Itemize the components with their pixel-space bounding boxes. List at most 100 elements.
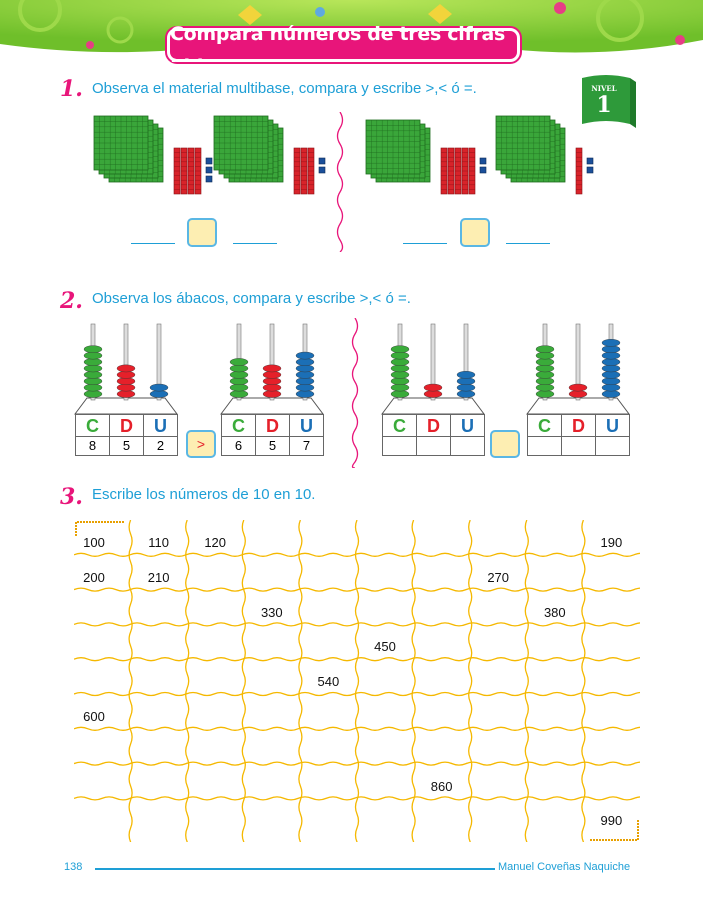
- grid-cell-empty[interactable]: [414, 744, 470, 762]
- grid-cell-empty[interactable]: [527, 639, 583, 657]
- grid-cell-empty[interactable]: [131, 674, 187, 692]
- comparison-sign-2[interactable]: [490, 430, 520, 458]
- question3-text: Escribe los números de 10 en 10.: [92, 486, 316, 503]
- unit-cube: [205, 166, 213, 174]
- grid-cell-empty[interactable]: [131, 709, 187, 727]
- grid-cell-empty[interactable]: [470, 709, 526, 727]
- unit-cube: [479, 157, 487, 165]
- grid-cell-empty[interactable]: [187, 813, 243, 831]
- grid-cell-empty[interactable]: [414, 605, 470, 623]
- grid-cell-empty[interactable]: [357, 605, 413, 623]
- grid-cell-empty[interactable]: [527, 674, 583, 692]
- abacus-bead: [229, 358, 249, 366]
- grid-cell-empty[interactable]: [357, 744, 413, 762]
- grid-cell-empty[interactable]: [300, 570, 356, 588]
- grid-cell-empty[interactable]: [300, 639, 356, 657]
- grid-cell-empty[interactable]: [300, 709, 356, 727]
- grid-cell-empty[interactable]: [583, 779, 639, 797]
- value-d[interactable]: [561, 436, 596, 456]
- answer-blank[interactable]: [403, 243, 447, 244]
- grid-cell-empty[interactable]: [300, 535, 356, 553]
- grid-cell-empty[interactable]: [414, 674, 470, 692]
- answer-blank[interactable]: [506, 243, 550, 244]
- value-u[interactable]: [450, 436, 485, 456]
- grid-cell-empty[interactable]: [131, 779, 187, 797]
- grid-cell-empty[interactable]: [414, 570, 470, 588]
- grid-cell-empty[interactable]: [244, 535, 300, 553]
- grid-cell-empty[interactable]: [357, 779, 413, 797]
- grid-cell-empty[interactable]: [187, 605, 243, 623]
- grid-cell-empty[interactable]: [527, 535, 583, 553]
- grid-cell-empty[interactable]: [583, 605, 639, 623]
- grid-cell-empty[interactable]: [244, 674, 300, 692]
- grid-cell-empty[interactable]: [187, 570, 243, 588]
- grid-cell-empty[interactable]: [66, 605, 122, 623]
- grid-cell-empty[interactable]: [470, 674, 526, 692]
- grid-cell-empty[interactable]: [244, 813, 300, 831]
- grid-cell-empty[interactable]: [583, 709, 639, 727]
- grid-cell-empty[interactable]: [357, 709, 413, 727]
- grid-cell-empty[interactable]: [357, 570, 413, 588]
- grid-cell-empty[interactable]: [470, 744, 526, 762]
- grid-cell-empty[interactable]: [66, 744, 122, 762]
- grid-cell-empty[interactable]: [583, 570, 639, 588]
- grid-col-line: [468, 520, 473, 842]
- grid-cell-empty[interactable]: [357, 674, 413, 692]
- answer-blank[interactable]: [233, 243, 277, 244]
- value-c[interactable]: [382, 436, 417, 456]
- value-c[interactable]: [527, 436, 562, 456]
- grid-cell-empty[interactable]: [244, 639, 300, 657]
- grid-cell-empty[interactable]: [187, 639, 243, 657]
- grid-cell-empty[interactable]: [527, 779, 583, 797]
- grid-cell-empty[interactable]: [66, 813, 122, 831]
- grid-cell-empty[interactable]: [470, 535, 526, 553]
- grid-cell-empty[interactable]: [131, 744, 187, 762]
- grid-cell-empty[interactable]: [244, 570, 300, 588]
- grid-cell-empty[interactable]: [527, 744, 583, 762]
- grid-cell-empty[interactable]: [470, 813, 526, 831]
- grid-cell-empty[interactable]: [244, 709, 300, 727]
- grid-cell-empty[interactable]: [527, 709, 583, 727]
- grid-cell-empty[interactable]: [414, 813, 470, 831]
- grid-cell-empty[interactable]: [131, 639, 187, 657]
- grid-cell-empty[interactable]: [583, 639, 639, 657]
- grid-cell-empty[interactable]: [187, 709, 243, 727]
- grid-cell-empty[interactable]: [300, 605, 356, 623]
- abacus-bead: [83, 358, 103, 366]
- grid-cell-empty[interactable]: [66, 779, 122, 797]
- grid-cell-empty[interactable]: [66, 639, 122, 657]
- grid-cell-empty[interactable]: [300, 744, 356, 762]
- grid-cell-empty[interactable]: [187, 744, 243, 762]
- grid-cell-empty[interactable]: [583, 674, 639, 692]
- value-u[interactable]: [595, 436, 630, 456]
- grid-cell-empty[interactable]: [470, 605, 526, 623]
- grid-cell-empty[interactable]: [244, 779, 300, 797]
- grid-cell-empty[interactable]: [357, 813, 413, 831]
- question2-number: 2.: [60, 288, 83, 314]
- abacus-bead: [456, 377, 476, 386]
- answer-blank[interactable]: [131, 243, 175, 244]
- grid-cell-empty[interactable]: [527, 570, 583, 588]
- grid-cell-empty[interactable]: [244, 744, 300, 762]
- grid-cell-empty[interactable]: [414, 639, 470, 657]
- grid-cell-empty[interactable]: [300, 779, 356, 797]
- grid-cell-empty[interactable]: [414, 709, 470, 727]
- comparison-box-1[interactable]: [187, 218, 217, 247]
- grid-cell-empty[interactable]: [527, 813, 583, 831]
- grid-cell-empty[interactable]: [131, 813, 187, 831]
- grid-cell-empty[interactable]: [187, 674, 243, 692]
- grid-cell-empty[interactable]: [66, 674, 122, 692]
- grid-cell-empty[interactable]: [470, 639, 526, 657]
- comparison-sign-1[interactable]: >: [186, 430, 216, 458]
- grid-cell-empty[interactable]: [131, 605, 187, 623]
- grid-cell-empty[interactable]: [357, 535, 413, 553]
- grid-cell-empty[interactable]: [583, 744, 639, 762]
- value-c: 6: [221, 436, 256, 456]
- grid-cell-empty[interactable]: [470, 779, 526, 797]
- grid-cell-empty[interactable]: [300, 813, 356, 831]
- comparison-box-2[interactable]: [460, 218, 490, 247]
- value-d[interactable]: [416, 436, 451, 456]
- grid-cell-empty[interactable]: [414, 535, 470, 553]
- grid-col-line: [354, 520, 360, 842]
- grid-cell-empty[interactable]: [187, 779, 243, 797]
